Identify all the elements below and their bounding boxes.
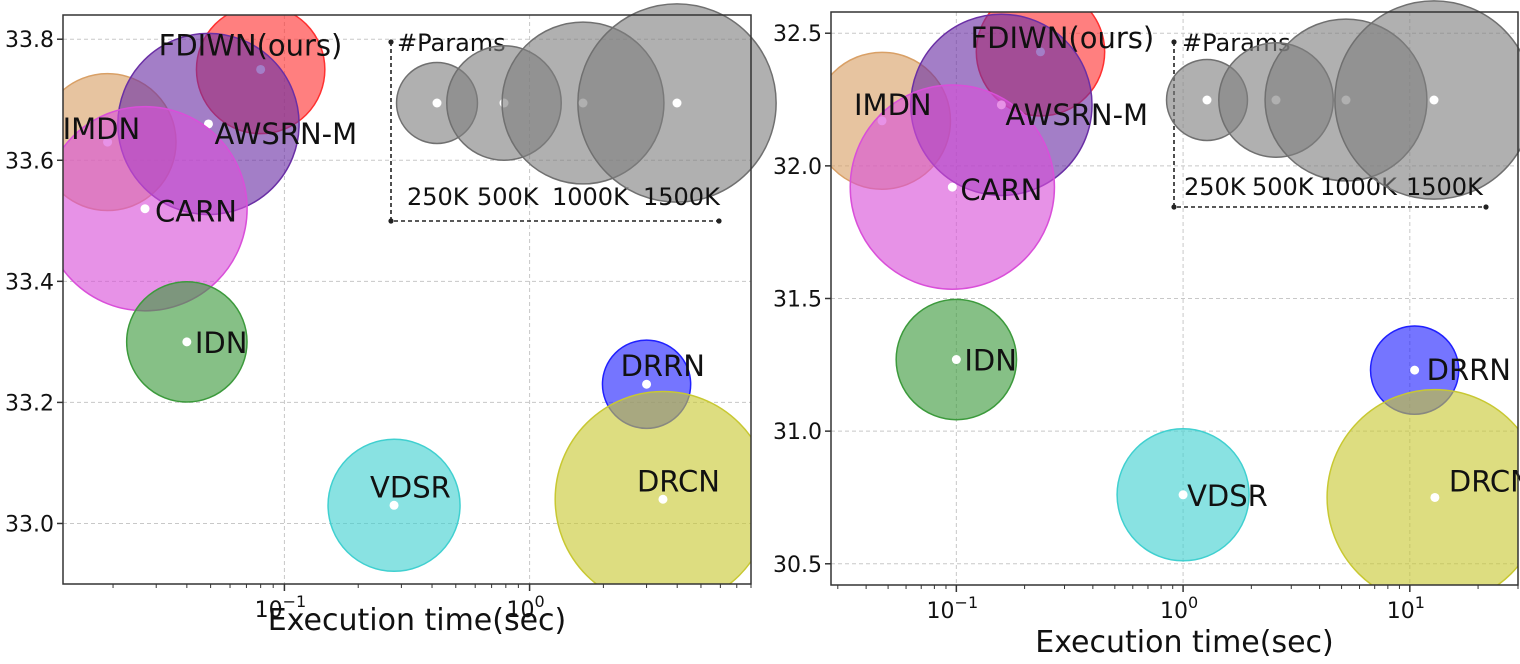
y-tick-label: 31.5: [773, 288, 822, 313]
y-tick-label: 33.4: [5, 270, 54, 295]
legend-bubble: [1334, 0, 1520, 200]
x-axis-label: Execution time(sec): [1035, 625, 1334, 660]
point-label: DRRN: [621, 349, 705, 383]
x-tick-label: 101: [1387, 593, 1425, 624]
y-tick-label: 33.8: [5, 28, 54, 53]
legend-dot: [388, 39, 394, 45]
plot-frame: [62, 14, 752, 585]
chart-right: FDIWN(ours) IMDN AWSRN-M CARN IDN DRRN VDSR DRC…: [773, 0, 1520, 660]
point-center: [947, 182, 957, 192]
legend-entry-label: 1500K: [643, 183, 721, 211]
legend-entry-label: 1500K: [1406, 173, 1484, 201]
point-label: IDN: [964, 344, 1017, 378]
y-tick-label: 33.6: [5, 149, 54, 174]
point-label: IMDN: [854, 88, 932, 122]
y-tick-label: 33.0: [5, 512, 54, 537]
point-label: DRCN: [637, 464, 720, 498]
y-tick-label: 31.0: [773, 420, 822, 445]
legend-dot: [1171, 39, 1177, 45]
y-tick-label: 33.2: [5, 391, 54, 416]
x-axis-label: Execution time(sec): [268, 603, 567, 638]
x-tick-label: 100: [1160, 593, 1198, 624]
legend-dot: [1171, 204, 1177, 210]
legend-bubble-center: [672, 98, 682, 108]
legend-dot: [388, 218, 394, 224]
y-tick-label: 30.5: [773, 553, 822, 578]
point-label: FDIWN(ours): [159, 28, 343, 62]
legend-bubble-center: [432, 98, 442, 108]
point-label: FDIWN(ours): [970, 21, 1154, 55]
legend-entry-label: 250K: [407, 183, 470, 211]
point-label: AWSRN-M: [1005, 98, 1148, 132]
y-tick-label: 32.5: [773, 22, 822, 47]
point-label: VDSR: [370, 470, 451, 504]
legend-entry-label: 1000K: [552, 183, 630, 211]
point-center: [658, 494, 668, 504]
point-label: DRCN: [1449, 464, 1520, 498]
x-tick-label: 10−1: [255, 592, 307, 623]
legend-bubble-center: [1202, 95, 1212, 105]
legend-bubble-center: [1429, 95, 1439, 105]
legend-dot: [1483, 204, 1489, 210]
bubble-drcn: [554, 390, 751, 584]
points: [831, 12, 1518, 585]
point-label: VDSR: [1187, 479, 1268, 513]
point-label: IMDN: [63, 112, 141, 146]
legend-entry-label: 250K: [1184, 173, 1247, 201]
point-label: DRRN: [1427, 353, 1511, 387]
legend-entry-label: 500K: [477, 183, 540, 211]
legend-entry-label: 500K: [1252, 173, 1315, 201]
point-center: [642, 379, 652, 389]
legend-dot: [716, 218, 722, 224]
point-center: [182, 337, 192, 347]
y-tick-label: 32.0: [773, 155, 822, 180]
point-label: CARN: [155, 195, 237, 229]
point-center: [1178, 490, 1188, 500]
point-center: [1410, 365, 1420, 375]
point-center: [951, 355, 961, 365]
bubble-drcn: [1326, 388, 1518, 585]
chart-left: FDIWN(ours) IMDN AWSRN-M CARN IDN DRRN VDSR DRC…: [5, 3, 777, 638]
point-center: [1430, 492, 1440, 502]
point-center: [389, 500, 399, 510]
points: [63, 15, 751, 584]
point-label: AWSRN-M: [214, 117, 357, 151]
point-center: [140, 204, 150, 214]
point-label: IDN: [195, 326, 248, 360]
point-label: CARN: [960, 173, 1042, 207]
x-tick-label: 10−1: [927, 593, 979, 624]
x-tick-label: 100: [506, 592, 544, 623]
